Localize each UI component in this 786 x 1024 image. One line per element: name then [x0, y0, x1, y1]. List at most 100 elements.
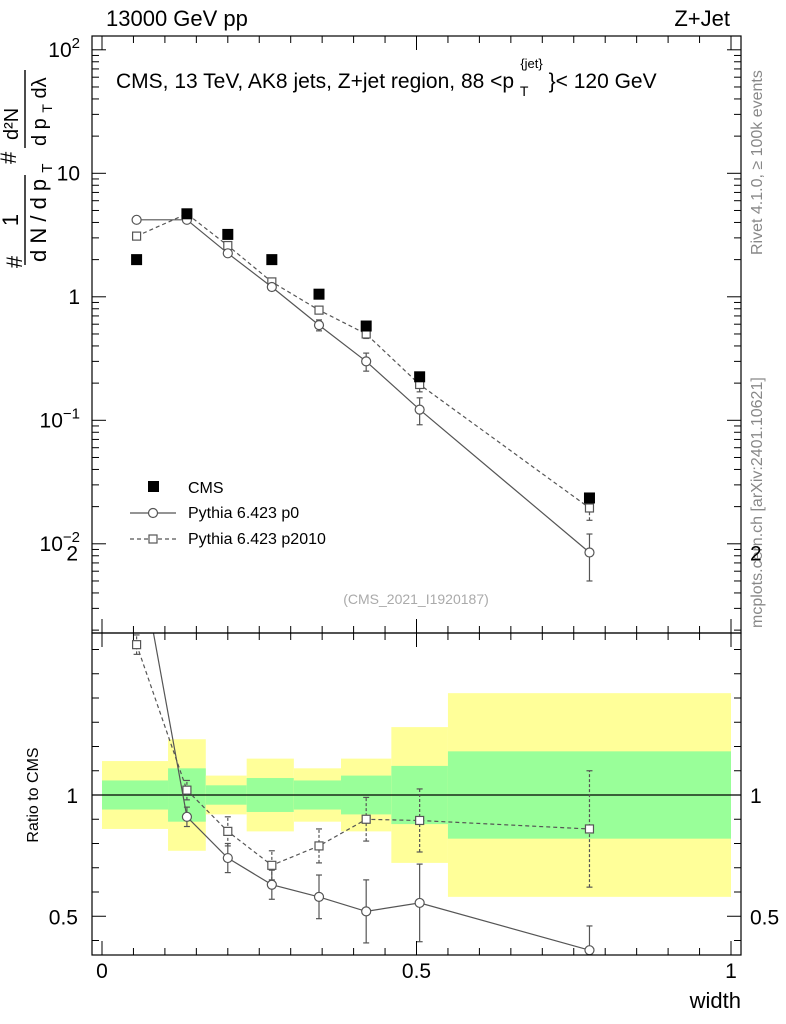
legend-marker-p0 — [147, 507, 159, 519]
ratio-p2010-point — [361, 814, 371, 824]
legend-label-p0: Pythia 6.423 p0 — [188, 505, 299, 522]
rivet-version-label: Rivet 4.1.0, ≥ 100k events — [749, 70, 766, 255]
ratio-p2010-point — [182, 785, 192, 795]
p0-point — [584, 547, 595, 558]
ylabel-deriv-bottom-tail: dλ — [29, 77, 51, 98]
ylabel-frac-top: 1 — [0, 214, 23, 226]
ratio-y-tick-label-left: 1 — [66, 785, 78, 808]
ratio-ticks — [92, 633, 741, 955]
mcplots-label: mcplots.cern.ch [arXiv:2401.10621] — [749, 377, 766, 628]
ratio-series-layer — [131, 536, 595, 955]
ratio-p2010-point — [223, 826, 233, 836]
p2010-point — [314, 305, 324, 315]
analysis-watermark: (CMS_2021_I1920187) — [343, 591, 489, 607]
ratio-p0-point — [132, 536, 141, 545]
ratio-x-tick-label: 1 — [725, 960, 737, 983]
ylabel-deriv-bottom-sub: T — [39, 104, 55, 113]
p0-point — [131, 214, 142, 225]
p0-point — [361, 356, 372, 367]
ratio-x-tick-label: 0.5 — [402, 960, 431, 983]
title-sup: {jet} — [520, 56, 543, 71]
ylabel-hash-right: # — [0, 151, 21, 164]
main-y-tick-base: 10 — [48, 39, 71, 62]
p0-line — [136, 219, 590, 553]
main-y-tick-label: 10−2 — [40, 529, 80, 556]
ratio-p0-point — [414, 897, 425, 909]
legend-marker-cms — [148, 481, 159, 492]
main-y-tick-label: 102 — [48, 35, 80, 62]
ratio-p0-point — [313, 891, 325, 902]
ratio-p0-point — [584, 945, 595, 955]
main-y-axis-label: # 1 d N / d p T # d²N d p T dλ — [0, 70, 57, 268]
main-chart-title: CMS, 13 TeV, AK8 jets, Z+jet region, 88 … — [116, 50, 657, 101]
cms-point — [266, 254, 278, 266]
main-y-tick-base: 10 — [40, 533, 63, 556]
ratio-y-tick-label-right: 1 — [750, 785, 762, 808]
p2010-point — [131, 231, 142, 241]
legend-label-p2010: Pythia 6.423 p2010 — [188, 531, 326, 548]
cms-point — [583, 492, 595, 504]
ratio-y-tick-label-left: 0.5 — [49, 906, 78, 929]
ratio-p2010-point — [584, 824, 595, 834]
p0-point — [266, 281, 277, 293]
ratio-x-tick-label: 0 — [96, 960, 108, 983]
p0-point — [414, 404, 425, 415]
legend: CMS Pythia 6.423 p0 Pythia 6.423 p2010 — [130, 480, 326, 548]
ratio-x-tick-labels: 0 0.5 1 — [96, 960, 737, 983]
cms-point — [360, 320, 372, 332]
main-series-layer — [131, 208, 595, 582]
header-energy-label: 13000 GeV pp — [106, 6, 248, 31]
ylabel-frac-bottom: d N / d p — [26, 179, 51, 262]
cms-point — [131, 254, 143, 266]
ratio-p0-point — [266, 879, 277, 890]
cms-point — [414, 371, 426, 383]
main-y-tick-base: 10 — [40, 409, 63, 432]
ratio-p0-line — [152, 633, 590, 951]
title-main: CMS, 13 TeV, AK8 jets, Z+jet region, 88 … — [116, 70, 514, 93]
p2010-point — [584, 503, 595, 513]
main-y-tick-label: 10 — [57, 162, 80, 185]
cms-point — [313, 288, 325, 300]
ratio-p2010-line — [136, 644, 590, 866]
ratio-series-clip-group — [131, 536, 595, 955]
ratio-y-tick-label-right: 0.5 — [750, 906, 779, 929]
legend-marker-p2010 — [148, 534, 158, 544]
main-y-tick-label: 10−1 — [40, 405, 80, 432]
title-tail: }< 120 GeV — [549, 70, 657, 93]
header-process-label: Z+Jet — [674, 6, 730, 31]
ylabel-frac-bottom-sub: T — [39, 164, 56, 173]
title-sub: T — [520, 83, 529, 99]
x-axis-label: width — [689, 988, 741, 1013]
ylabel-hash-left: # — [2, 255, 27, 268]
ratio-y-tick-labels: 2 2 1 1 0.5 0.5 — [49, 543, 779, 930]
ratio-y-tick-label-right: 2 — [750, 543, 762, 566]
ratio-y-tick-label-left: 2 — [66, 543, 78, 566]
main-y-tick-base: 10 — [57, 162, 80, 185]
svg-text:d p T dλ: d p T dλ — [29, 77, 57, 146]
ratio-p2010-point — [314, 841, 324, 851]
legend-label-cms: CMS — [188, 480, 224, 497]
main-y-tick-exp: 2 — [72, 35, 80, 52]
ylabel-deriv-bottom: d p — [29, 118, 51, 146]
cms-point — [181, 208, 193, 220]
ratio-p2010-point — [267, 860, 277, 870]
ratio-p0-point — [222, 852, 233, 864]
ratio-p0-point — [361, 906, 372, 917]
p0-point — [222, 248, 233, 259]
main-y-tick-base: 1 — [68, 286, 80, 309]
ratio-p0-point — [181, 811, 193, 822]
main-y-tick-exp: −2 — [63, 529, 80, 546]
main-y-ticks — [92, 36, 741, 633]
p0-point — [313, 319, 325, 331]
ratio-p2010-point — [131, 640, 142, 650]
svg-text:d N / d p T: d N / d p T — [26, 164, 56, 262]
cms-point — [222, 228, 234, 240]
main-y-tick-label: 1 — [68, 286, 80, 309]
ratio-y-axis-label: Ratio to CMS — [25, 747, 42, 842]
svg-text:#: # — [2, 255, 27, 268]
main-y-tick-exp: −1 — [63, 405, 80, 422]
p2010-line — [136, 213, 590, 509]
ylabel-deriv-top: d²N — [1, 108, 23, 140]
